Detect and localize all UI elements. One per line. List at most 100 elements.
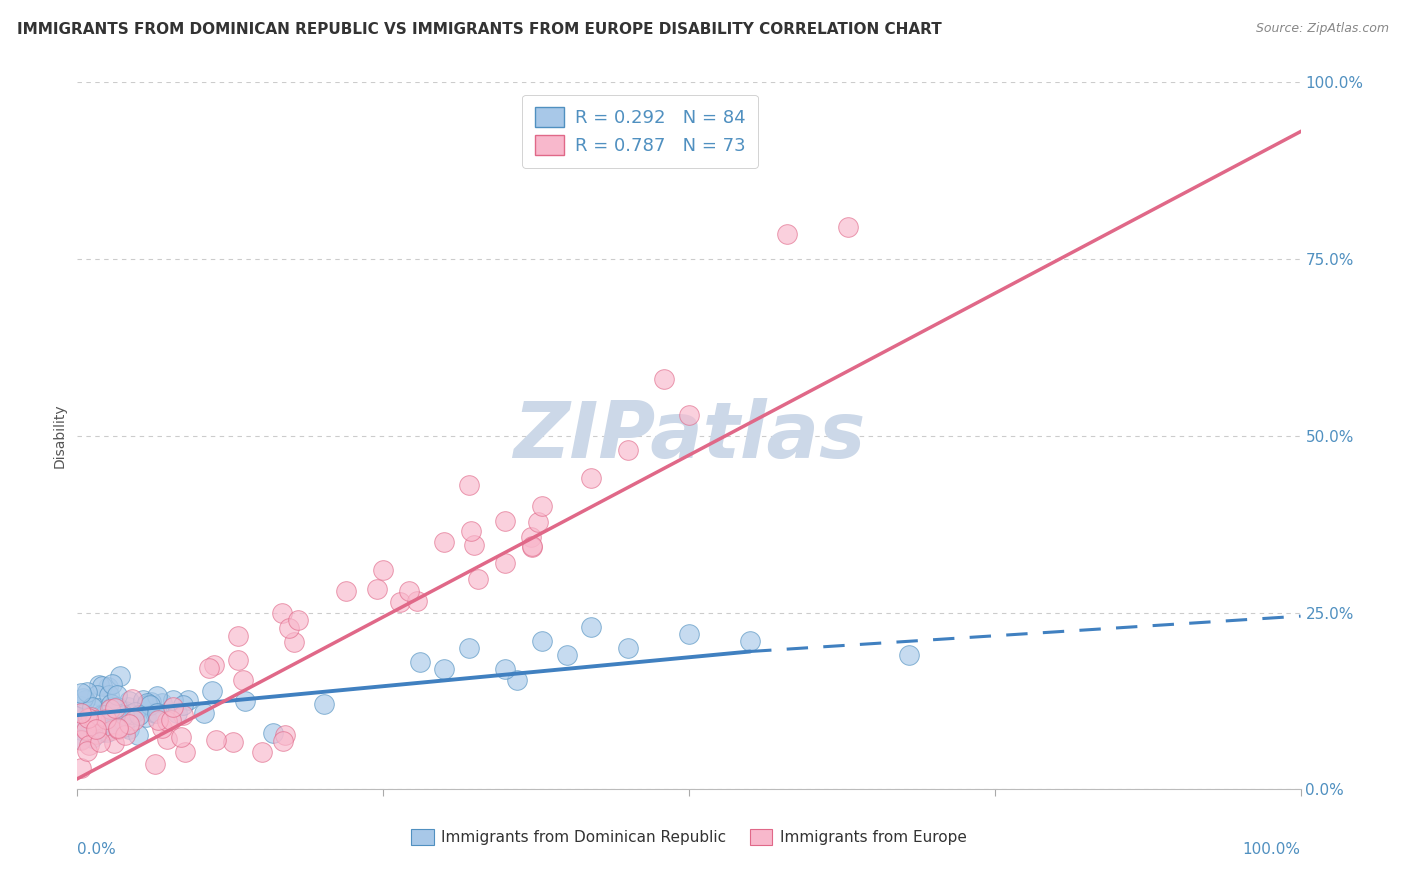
Point — [135, 698, 157, 713]
Point — [76, 744, 98, 758]
Point — [579, 471, 602, 485]
Point — [232, 673, 254, 687]
Point — [335, 584, 357, 599]
Point — [278, 621, 301, 635]
Point — [166, 706, 188, 721]
Point — [82, 727, 104, 741]
Point — [495, 514, 517, 528]
Text: 100.0%: 100.0% — [1243, 842, 1301, 857]
Point — [118, 717, 141, 731]
Point — [506, 673, 529, 687]
Point — [87, 678, 110, 692]
Point — [388, 595, 411, 609]
Point — [70, 699, 93, 714]
Y-axis label: Disability: Disability — [52, 403, 66, 468]
Point — [433, 662, 456, 676]
Point — [283, 635, 305, 649]
Point — [520, 530, 543, 544]
Point — [139, 698, 162, 712]
Point — [105, 688, 128, 702]
Point — [172, 698, 194, 713]
Point — [70, 723, 93, 737]
Point — [128, 708, 150, 723]
Point — [103, 736, 125, 750]
Point — [75, 693, 97, 707]
Point — [654, 372, 676, 386]
Point — [146, 713, 169, 727]
Point — [100, 698, 122, 712]
Point — [86, 723, 108, 737]
Point — [105, 699, 128, 714]
Point — [79, 710, 101, 724]
Point — [72, 691, 94, 706]
Point — [617, 442, 640, 457]
Point — [87, 721, 110, 735]
Point — [274, 728, 297, 742]
Point — [118, 694, 141, 708]
Point — [121, 691, 143, 706]
Point — [120, 706, 142, 721]
Point — [77, 738, 100, 752]
Point — [143, 757, 166, 772]
Point — [103, 719, 125, 733]
Point — [170, 730, 193, 744]
Point — [522, 539, 544, 553]
Point — [76, 712, 98, 726]
Point — [287, 613, 309, 627]
Point — [117, 699, 139, 714]
Point — [107, 722, 129, 736]
Point — [70, 761, 93, 775]
Text: 0.0%: 0.0% — [77, 842, 117, 857]
Point — [146, 706, 169, 721]
Point — [579, 620, 602, 634]
Point — [457, 640, 479, 655]
Point — [198, 661, 221, 675]
Point — [112, 707, 135, 722]
Point — [84, 727, 107, 741]
Point — [70, 686, 93, 700]
Point — [156, 731, 179, 746]
Point — [96, 723, 118, 738]
Point — [93, 707, 115, 722]
Point — [101, 677, 124, 691]
Point — [409, 655, 432, 669]
Point — [366, 582, 388, 597]
Point — [101, 700, 124, 714]
Point — [433, 534, 456, 549]
Point — [160, 714, 183, 728]
Point — [101, 712, 124, 726]
Point — [233, 694, 256, 708]
Point — [156, 714, 179, 728]
Point — [273, 734, 295, 748]
Point — [87, 701, 110, 715]
Point — [86, 688, 108, 702]
Point — [89, 735, 111, 749]
Point — [405, 594, 427, 608]
Point — [226, 652, 249, 666]
Point — [250, 745, 273, 759]
Point — [90, 708, 112, 723]
Point — [174, 745, 197, 759]
Point — [527, 515, 550, 529]
Point — [97, 704, 120, 718]
Point — [94, 712, 117, 726]
Point — [201, 684, 224, 698]
Point — [122, 713, 145, 727]
Point — [96, 724, 118, 739]
Point — [90, 725, 112, 739]
Point — [97, 688, 120, 702]
Point — [270, 607, 292, 621]
Point — [70, 706, 93, 721]
Point — [132, 692, 155, 706]
Point — [104, 701, 127, 715]
Point — [531, 500, 554, 514]
Point — [314, 697, 336, 711]
Point — [262, 725, 284, 739]
Point — [460, 524, 482, 539]
Point — [740, 633, 762, 648]
Point — [837, 220, 859, 235]
Point — [118, 722, 141, 736]
Point — [463, 538, 485, 552]
Point — [73, 722, 96, 736]
Point — [136, 696, 159, 710]
